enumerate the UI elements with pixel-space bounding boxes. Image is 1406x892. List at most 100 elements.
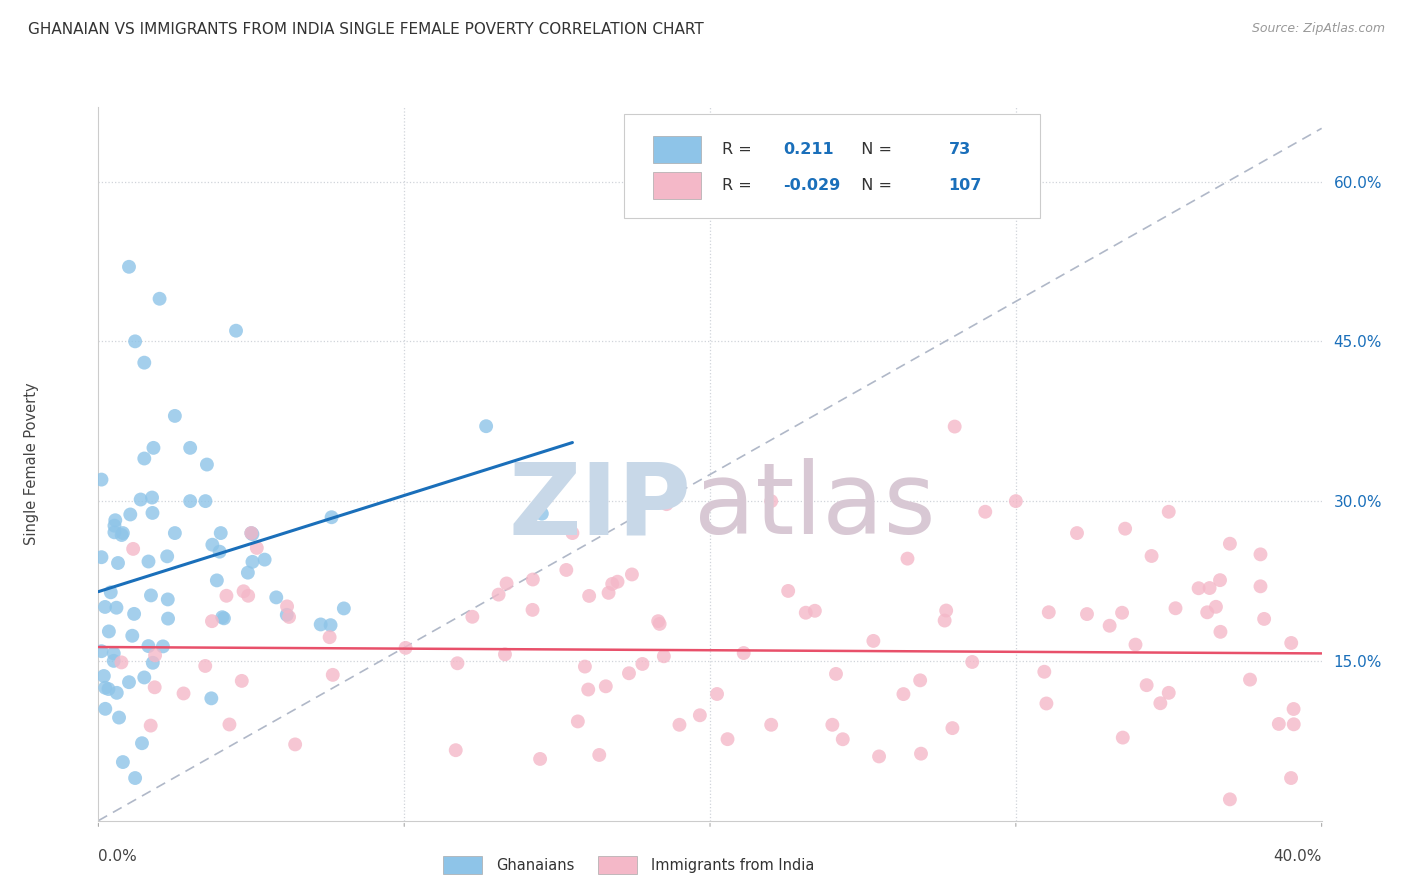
Point <box>1187 581 1209 595</box>
Point <box>90 644 112 658</box>
Text: Immigrants from India: Immigrants from India <box>651 858 814 872</box>
Point <box>194 494 217 508</box>
Point <box>1114 522 1136 536</box>
Point <box>103 518 125 533</box>
Point <box>600 577 623 591</box>
Point <box>152 640 174 654</box>
Point <box>561 526 583 541</box>
Point <box>831 732 853 747</box>
Point <box>617 666 640 681</box>
FancyBboxPatch shape <box>624 114 1040 218</box>
Point <box>142 441 165 455</box>
Point <box>689 708 711 723</box>
Point <box>103 525 125 540</box>
Point <box>934 614 956 628</box>
Text: Single Female Poverty: Single Female Poverty <box>24 383 38 545</box>
Point <box>893 687 915 701</box>
Point <box>238 589 260 603</box>
Point <box>733 646 755 660</box>
Point <box>105 600 128 615</box>
Point <box>974 505 997 519</box>
Point <box>1282 717 1305 731</box>
Point <box>461 609 484 624</box>
Point <box>156 592 179 607</box>
Point <box>218 717 240 731</box>
Point <box>253 552 276 566</box>
Point <box>139 718 162 732</box>
Point <box>1239 673 1261 687</box>
Point <box>322 668 344 682</box>
Text: ZIP: ZIP <box>509 458 692 555</box>
Point <box>647 614 669 628</box>
Point <box>94 599 117 614</box>
Point <box>759 494 782 508</box>
Point <box>179 494 201 508</box>
Point <box>1111 606 1133 620</box>
Text: Ghanaians: Ghanaians <box>496 858 575 872</box>
Point <box>1033 665 1056 679</box>
Point <box>333 601 356 615</box>
Point <box>157 611 180 625</box>
Point <box>606 574 628 589</box>
Point <box>138 554 160 568</box>
Point <box>107 556 129 570</box>
Point <box>778 583 800 598</box>
Point <box>215 589 238 603</box>
Point <box>716 732 738 747</box>
Point <box>522 603 544 617</box>
Point <box>284 738 307 752</box>
Point <box>1268 717 1291 731</box>
Point <box>149 292 172 306</box>
Point <box>134 451 156 466</box>
Point <box>794 606 817 620</box>
Point <box>862 634 884 648</box>
Point <box>652 649 675 664</box>
Point <box>103 654 125 668</box>
Point <box>111 528 134 542</box>
Point <box>576 682 599 697</box>
Text: R =: R = <box>723 178 758 193</box>
Point <box>143 648 166 663</box>
Point <box>276 599 298 614</box>
Point <box>321 510 343 524</box>
Point <box>1038 605 1060 619</box>
Point <box>1249 579 1271 593</box>
Point <box>94 681 117 695</box>
Point <box>232 584 254 599</box>
Point <box>124 334 146 349</box>
Point <box>941 721 963 735</box>
Text: atlas: atlas <box>695 458 936 555</box>
Point <box>179 441 201 455</box>
Point <box>759 718 782 732</box>
Point <box>1112 731 1135 745</box>
Point <box>446 657 468 671</box>
Point <box>209 526 232 541</box>
Point <box>90 550 112 565</box>
Text: N =: N = <box>851 143 897 157</box>
Point <box>1209 624 1232 639</box>
Point <box>143 681 166 695</box>
Point <box>960 655 983 669</box>
Point <box>1136 678 1159 692</box>
Text: R =: R = <box>723 143 758 157</box>
Point <box>668 718 690 732</box>
Point <box>1157 686 1180 700</box>
Point <box>1004 494 1026 508</box>
Point <box>142 656 165 670</box>
Point <box>173 686 195 700</box>
Point <box>1157 505 1180 519</box>
Point <box>1125 638 1147 652</box>
Point <box>1209 573 1232 587</box>
Point <box>655 497 678 511</box>
Point <box>1253 612 1275 626</box>
Point <box>318 630 340 644</box>
Point <box>242 555 264 569</box>
Point <box>1279 771 1302 785</box>
Text: -0.029: -0.029 <box>783 178 841 193</box>
Point <box>118 675 141 690</box>
Point <box>97 624 120 639</box>
Point <box>1279 636 1302 650</box>
Point <box>97 681 120 696</box>
Point <box>588 747 610 762</box>
Point <box>598 586 620 600</box>
